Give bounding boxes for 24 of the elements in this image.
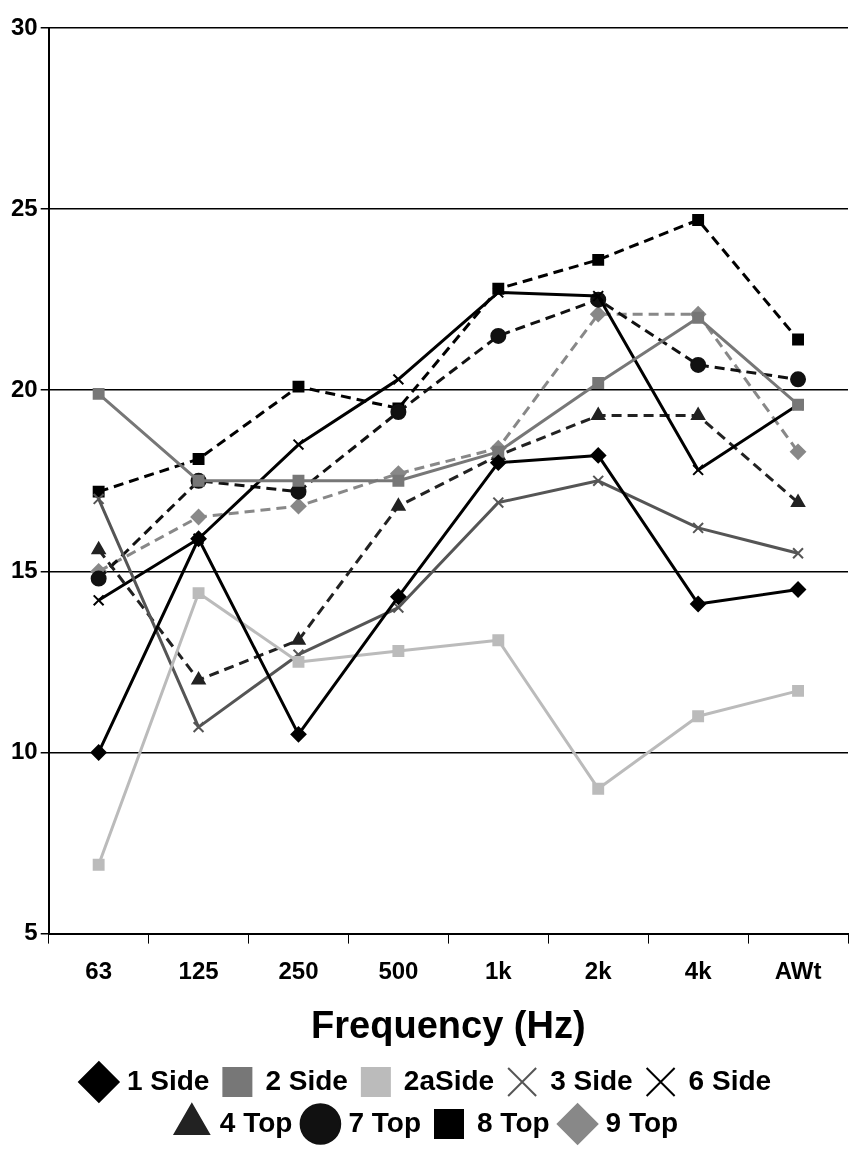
y-tick-label: 15 [10, 555, 38, 583]
legend-label: 2aSide [403, 1064, 495, 1096]
y-tick-label: 20 [10, 374, 38, 402]
x-tick-label: 250 [278, 956, 319, 984]
y-tick-label: 5 [24, 918, 38, 946]
legend-label: 7 Top [348, 1106, 422, 1138]
x-tick-label: 2k [584, 956, 613, 984]
x-tick-label: 63 [85, 956, 112, 984]
legend-label: 4 Top [219, 1106, 293, 1138]
legend-label: 3 Side [550, 1064, 633, 1096]
y-tick-label: 10 [10, 737, 38, 765]
y-tick-label: 25 [10, 193, 38, 221]
x-tick-label: 125 [178, 956, 219, 984]
legend-label: 2 Side [265, 1064, 348, 1096]
x-tick-label: 4k [684, 956, 713, 984]
x-tick-label: 1k [484, 956, 513, 984]
x-tick-label: AWt [774, 956, 822, 984]
legend-label: 9 Top [605, 1106, 679, 1138]
legend-label: 1 Side [126, 1064, 210, 1096]
legend-label: 8 Top [477, 1106, 550, 1138]
x-tick-label: 500 [378, 956, 419, 984]
y-tick-label: 30 [10, 12, 38, 40]
legend-label: 6 Side [688, 1064, 772, 1096]
x-axis-title: Frequency (Hz) [311, 1003, 586, 1046]
